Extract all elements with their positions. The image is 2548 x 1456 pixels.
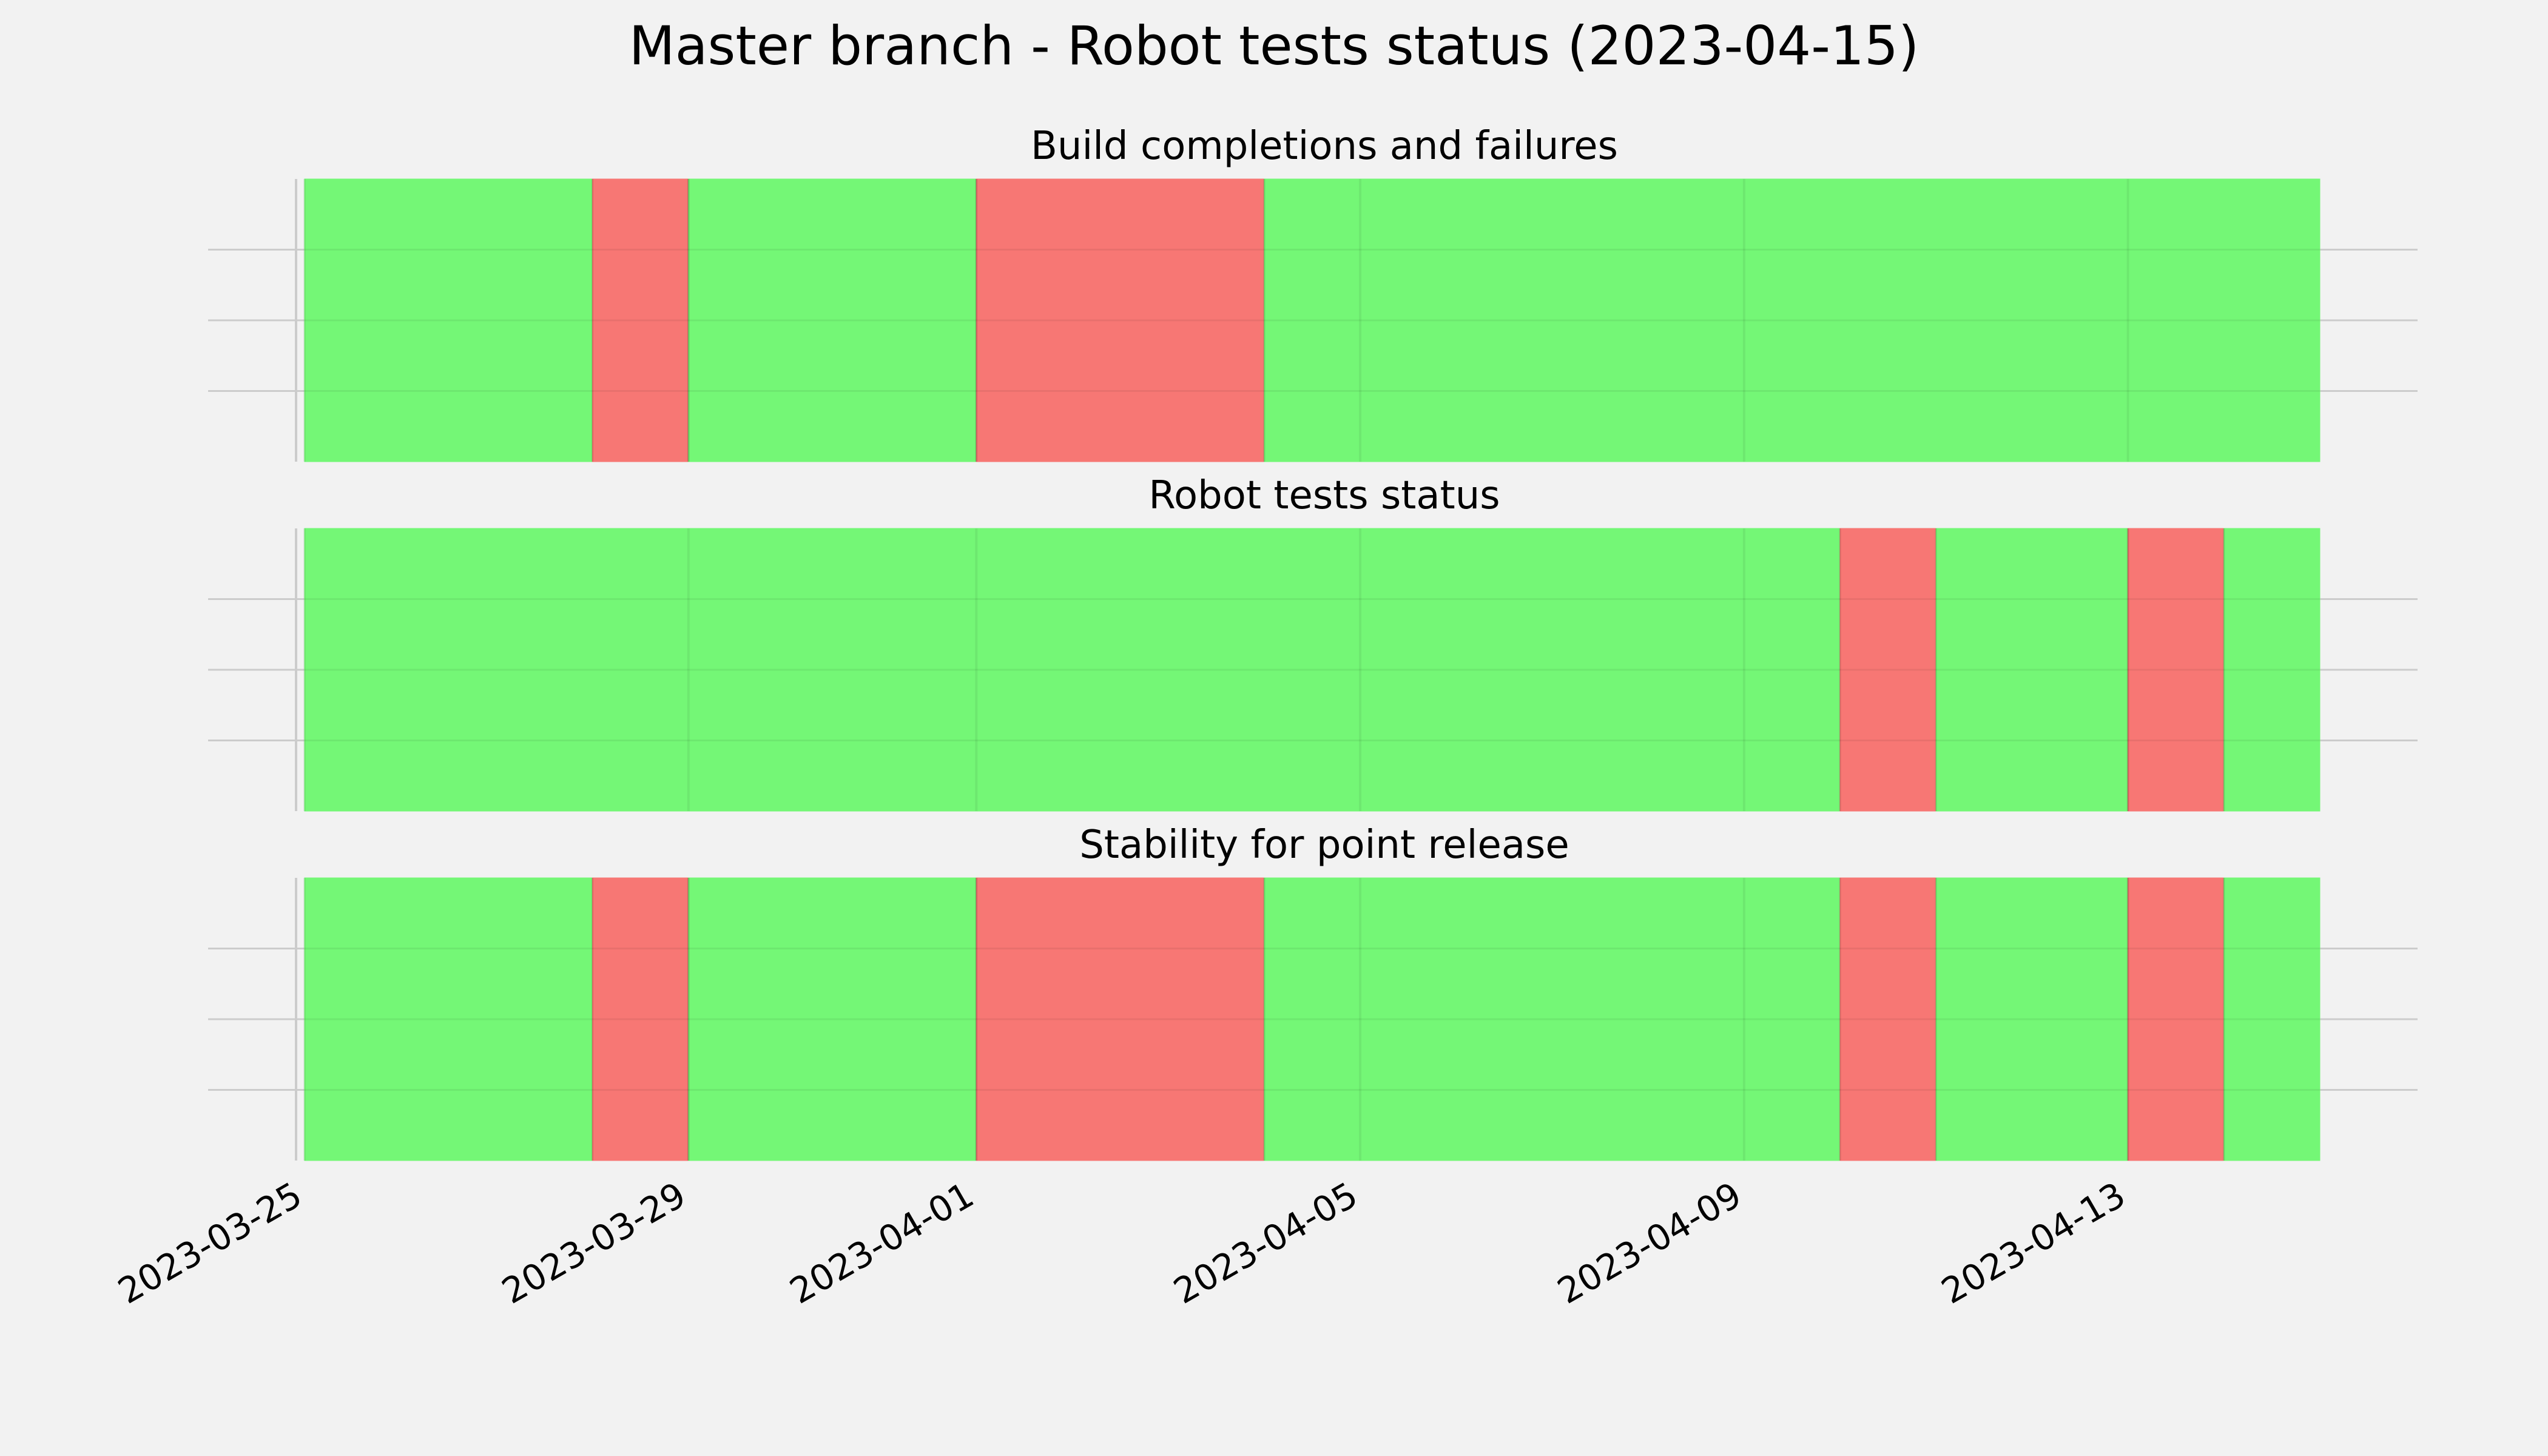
status-segment-pass <box>304 178 593 462</box>
status-segment-pass <box>1264 877 1841 1161</box>
panels-group: Build completions and failures Robot test… <box>208 124 2418 1161</box>
status-segment-fail <box>2128 877 2225 1161</box>
status-segment-pass <box>1264 178 2320 462</box>
status-segment-fail <box>976 178 1265 462</box>
status-segment-fail <box>1839 877 1936 1161</box>
status-segment-pass <box>688 877 977 1161</box>
status-segment-pass <box>304 877 593 1161</box>
panel-title: Stability for point release <box>1079 823 1569 868</box>
status-segment-fail <box>1839 528 1936 812</box>
status-segment-pass <box>688 178 977 462</box>
status-segment-pass <box>1935 877 2129 1161</box>
status-segment-fail <box>976 877 1265 1161</box>
status-segment-fail <box>592 877 689 1161</box>
chart-title: Master branch - Robot tests status (2023… <box>629 15 1919 77</box>
panel-1: Build completions and failures <box>208 124 2418 462</box>
status-segment-pass <box>2223 877 2320 1161</box>
panel-title: Build completions and failures <box>1031 124 1618 169</box>
panel-title: Robot tests status <box>1148 473 1500 518</box>
panel-3: Stability for point release <box>208 823 2418 1161</box>
status-segment-pass <box>1935 528 2129 812</box>
panel-2: Robot tests status <box>208 473 2418 812</box>
status-segment-pass <box>304 528 1841 812</box>
status-segment-pass <box>2223 528 2320 812</box>
status-segment-fail <box>592 178 689 462</box>
